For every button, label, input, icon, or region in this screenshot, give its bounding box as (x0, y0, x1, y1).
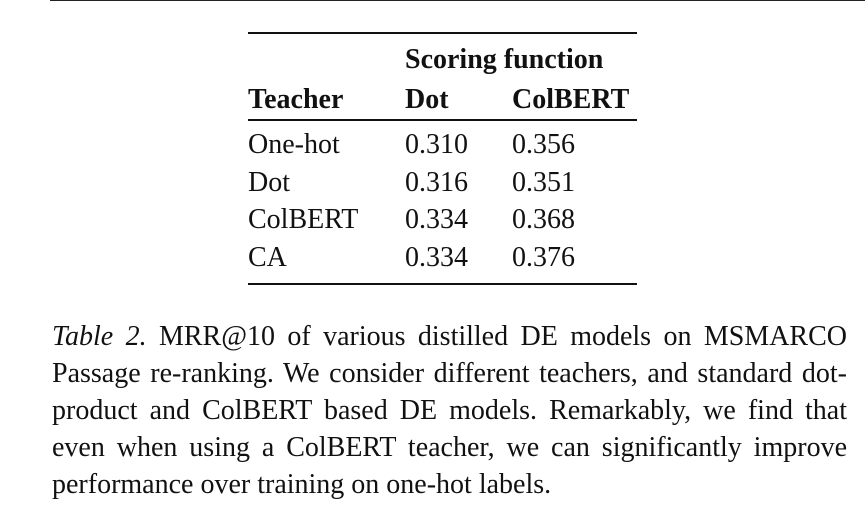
results-table: Scoring function Teacher Dot ColBERT One… (248, 32, 637, 285)
mrr-table: Scoring function Teacher Dot ColBERT (248, 34, 637, 119)
teacher-cell: Dot (248, 166, 290, 198)
table-bottom-rule (248, 282, 637, 285)
table-top-rule (248, 32, 637, 34)
colbert-column-header: ColBERT (512, 84, 630, 115)
table-row: One-hot 0.310 0.356 (248, 121, 637, 165)
colbert-score-cell: 0.368 (512, 204, 575, 236)
dot-column-header: Dot (405, 84, 449, 115)
teacher-cell: ColBERT (248, 204, 359, 236)
dot-score-cell: 0.334 (405, 241, 468, 273)
teacher-cell: One-hot (248, 129, 340, 161)
dot-score-cell: 0.316 (405, 166, 468, 198)
table-row: CA 0.334 0.376 (248, 239, 637, 283)
scoring-function-header: Scoring function (405, 44, 604, 75)
table-mid-rule (248, 119, 637, 121)
colbert-score-cell: 0.376 (512, 241, 575, 273)
page-top-rule (50, 0, 865, 1)
table-row: ColBERT 0.334 0.368 (248, 202, 637, 240)
teacher-column-header: Teacher (248, 84, 344, 115)
table-caption: Table 2. MRR@10 of various distilled DE … (52, 318, 847, 503)
column-header-row: Teacher Dot ColBERT (248, 76, 637, 119)
table-row: Dot 0.316 0.351 (248, 164, 637, 202)
dot-score-cell: 0.310 (405, 129, 468, 161)
mrr-table-body: One-hot 0.310 0.356 Dot 0.316 0.351 ColB… (248, 121, 637, 283)
colbert-score-cell: 0.351 (512, 166, 575, 198)
spanner-header-row: Scoring function (248, 34, 637, 76)
dot-score-cell: 0.334 (405, 204, 468, 236)
caption-text: MRR@10 of various distilled DE models on… (52, 321, 847, 500)
teacher-cell: CA (248, 241, 287, 273)
colbert-score-cell: 0.356 (512, 129, 575, 161)
caption-label: Table 2. (52, 321, 147, 352)
spanner-empty-cell (248, 34, 405, 76)
